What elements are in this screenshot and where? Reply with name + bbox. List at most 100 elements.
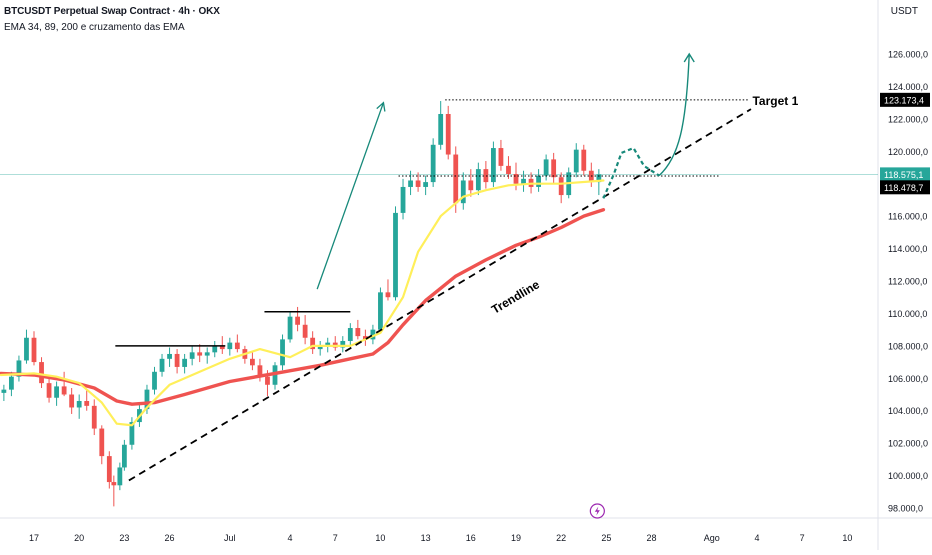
- candle-body: [197, 352, 203, 356]
- time-tick-label: 4: [754, 533, 759, 543]
- candle-body: [468, 180, 474, 191]
- time-tick-label: 28: [647, 533, 657, 543]
- candle: [24, 329, 29, 364]
- price-tick-label: 102.000,0: [888, 439, 928, 449]
- candle: [438, 101, 444, 150]
- candle-body: [121, 444, 127, 468]
- candle: [111, 475, 117, 507]
- candle: [536, 169, 541, 192]
- candle-body: [347, 328, 353, 341]
- candle-body: [581, 149, 587, 171]
- candle-body: [400, 186, 406, 213]
- candle: [378, 287, 383, 333]
- candle: [521, 170, 526, 192]
- candle-body: [453, 154, 459, 204]
- candle: [204, 347, 210, 364]
- candle-body: [460, 180, 466, 204]
- price-tick-label: 116.000,0: [888, 212, 927, 222]
- candle: [400, 178, 406, 220]
- time-tick-label: 10: [842, 533, 852, 543]
- candle-body: [189, 352, 195, 359]
- candle-body: [408, 180, 413, 187]
- candle-body: [498, 148, 504, 166]
- candle-body: [257, 365, 263, 377]
- candle: [272, 362, 278, 390]
- candle-body: [9, 376, 14, 390]
- candle: [76, 394, 82, 419]
- lightning-bolt: [594, 506, 600, 516]
- arrow-2-shaft: [658, 53, 690, 177]
- candle-body: [111, 482, 117, 486]
- candle: [227, 337, 233, 356]
- arrow-1-head: [376, 101, 386, 112]
- candle-body: [506, 165, 511, 174]
- candle: [197, 344, 203, 363]
- candle-body: [438, 113, 444, 145]
- candle: [498, 139, 504, 171]
- candle-body: [370, 329, 376, 340]
- candle: [491, 141, 496, 187]
- candle: [445, 105, 451, 160]
- candle: [69, 388, 75, 414]
- candle-body: [106, 456, 112, 483]
- time-tick-label: 25: [601, 533, 611, 543]
- candle-body: [31, 337, 37, 363]
- candle-body: [430, 144, 436, 183]
- candle: [483, 161, 489, 189]
- indicator-legend: EMA 34, 89, 200 e cruzamento das EMA: [4, 22, 185, 33]
- candle-body: [265, 376, 270, 385]
- candle: [189, 345, 195, 366]
- candle-body: [152, 371, 157, 390]
- candle: [121, 439, 127, 471]
- candle-body: [355, 328, 361, 337]
- candle-body: [558, 177, 564, 196]
- currency-label[interactable]: USDT: [890, 6, 918, 17]
- trendline: [128, 108, 752, 482]
- time-tick-label: 22: [556, 533, 566, 543]
- candle-body: [159, 358, 165, 372]
- candle: [430, 138, 436, 187]
- candle-body: [1, 389, 7, 393]
- candle-body: [117, 467, 123, 486]
- candle: [129, 417, 135, 450]
- candle-body: [378, 292, 383, 330]
- candle-body: [302, 324, 308, 338]
- price-tick-label: 124.000,0: [888, 82, 928, 92]
- price-tick-label: 104.000,0: [888, 406, 928, 416]
- candle-body: [39, 362, 44, 384]
- time-tick-label: 23: [119, 533, 129, 543]
- price-tick-label: 110.000,0: [888, 309, 927, 319]
- candle: [362, 329, 368, 346]
- current-price-tag-text: 118.575,1: [884, 170, 923, 180]
- candle: [573, 143, 579, 178]
- candle-body: [310, 337, 316, 350]
- target-price-tag-text: 123.173,4: [884, 95, 924, 105]
- candle-body: [167, 353, 172, 359]
- candle-body: [24, 337, 29, 361]
- price-tick-label: 100.000,0: [888, 471, 928, 481]
- candle: [159, 353, 165, 377]
- candle-body: [91, 405, 97, 429]
- candle: [355, 319, 361, 340]
- candle-body: [423, 182, 429, 187]
- candle: [460, 172, 466, 210]
- candle: [468, 169, 474, 197]
- candle-body: [16, 360, 22, 377]
- candle: [393, 206, 398, 301]
- candle-body: [234, 342, 240, 350]
- candle: [415, 172, 421, 192]
- candle-body: [573, 149, 579, 173]
- candle-body: [385, 292, 391, 298]
- candle: [167, 347, 172, 367]
- candle: [84, 389, 90, 411]
- candle-body: [340, 340, 346, 348]
- price-tick-label: 126.000,0: [888, 50, 928, 60]
- candle-body: [596, 174, 602, 183]
- time-tick-label: 20: [74, 533, 84, 543]
- target-price-tag-bg: [880, 92, 930, 107]
- price-tick-label: 120.000,0: [888, 147, 928, 157]
- candle-body: [227, 342, 233, 350]
- candle: [16, 355, 22, 382]
